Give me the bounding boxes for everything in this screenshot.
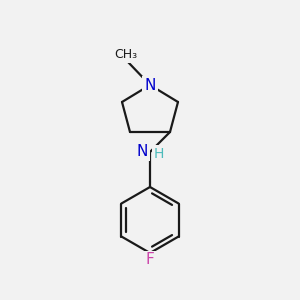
Text: N: N <box>136 145 148 160</box>
Text: CH₃: CH₃ <box>114 49 138 62</box>
Text: H: H <box>154 147 164 161</box>
Text: N: N <box>144 77 156 92</box>
Text: F: F <box>146 253 154 268</box>
